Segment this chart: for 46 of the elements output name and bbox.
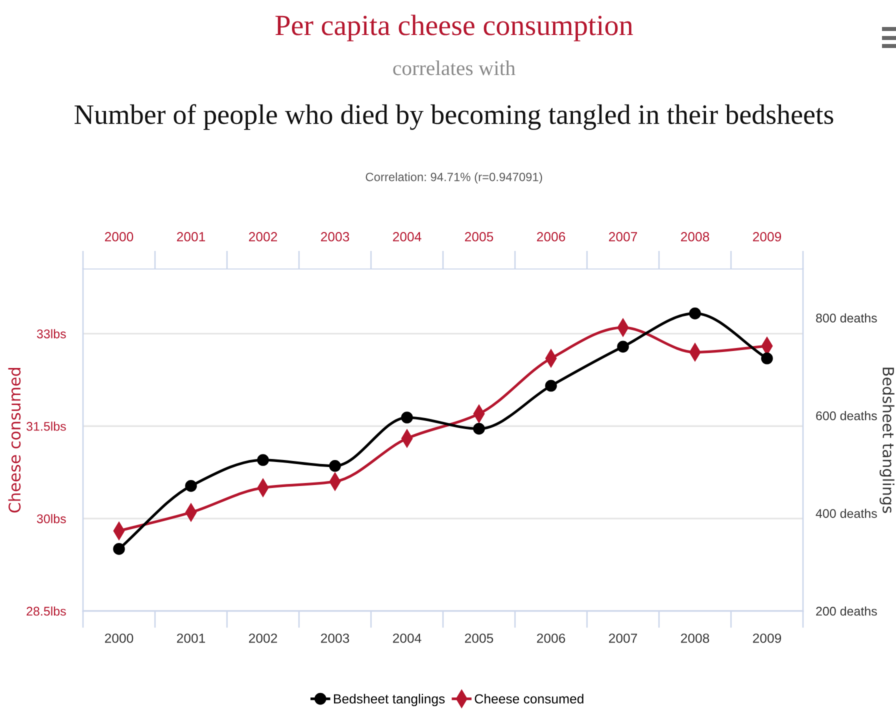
- y2-tick-label: 800 deaths: [816, 313, 877, 323]
- x-tick-label: 2008: [680, 634, 710, 643]
- point: [113, 543, 125, 555]
- x-tick-label: 2005: [464, 634, 494, 643]
- point: [257, 454, 269, 466]
- y2-tick-label: 200 deaths: [816, 606, 877, 616]
- category-label: 2003: [320, 232, 350, 242]
- category-label: 2000: [104, 232, 134, 242]
- y2-axis-title: Bedsheet tanglings: [880, 368, 894, 513]
- y-tick-label: 30lbs: [36, 514, 66, 524]
- legend-label: Cheese consumed: [474, 694, 584, 704]
- text: Number of people who died by becoming tangled in their bedsheets: [74, 104, 834, 130]
- x-tick-label: 2002: [248, 634, 278, 643]
- x-tick-label: 2004: [392, 634, 422, 643]
- category-label: 2007: [608, 232, 638, 242]
- point: [761, 352, 773, 364]
- chart-title: Per capita cheese consumption: [275, 14, 633, 42]
- legend-label: Bedsheet tanglings: [334, 694, 445, 706]
- y-tick-label: 33lbs: [36, 329, 66, 338]
- y-axis-title: Cheese consumed: [8, 368, 21, 513]
- x-tick-label: 2006: [536, 634, 566, 643]
- category-label: 2001: [176, 232, 206, 242]
- text: Correlation: 94.71% (r=0.947091): [366, 172, 542, 184]
- point: [329, 460, 341, 472]
- category-label: 2004: [392, 232, 422, 242]
- y-tick-label: 31.5lbs: [26, 422, 66, 431]
- x-tick-label: 2000: [104, 634, 134, 643]
- category-label: 2008: [680, 232, 710, 242]
- category-label: 2009: [752, 232, 782, 242]
- category-label: 2006: [536, 232, 566, 242]
- x-tick-label: 2009: [752, 634, 782, 643]
- chart-subtitle: correlates with: [393, 60, 516, 76]
- category-label: 2005: [464, 232, 494, 242]
- point: [545, 380, 557, 392]
- category-label: 2002: [248, 232, 278, 242]
- x-tick-label: 2007: [608, 634, 638, 643]
- point: [185, 480, 197, 492]
- x-tick-label: 2003: [320, 634, 350, 643]
- x-tick-label: 2001: [176, 634, 206, 643]
- point: [689, 308, 701, 320]
- y2-tick-label: 400 deaths: [816, 508, 877, 518]
- point: [617, 340, 629, 353]
- point: [473, 422, 485, 435]
- point: [401, 412, 413, 424]
- y-tick-label: 28.5lbs: [26, 606, 66, 616]
- y2-tick-label: 600 deaths: [816, 411, 877, 420]
